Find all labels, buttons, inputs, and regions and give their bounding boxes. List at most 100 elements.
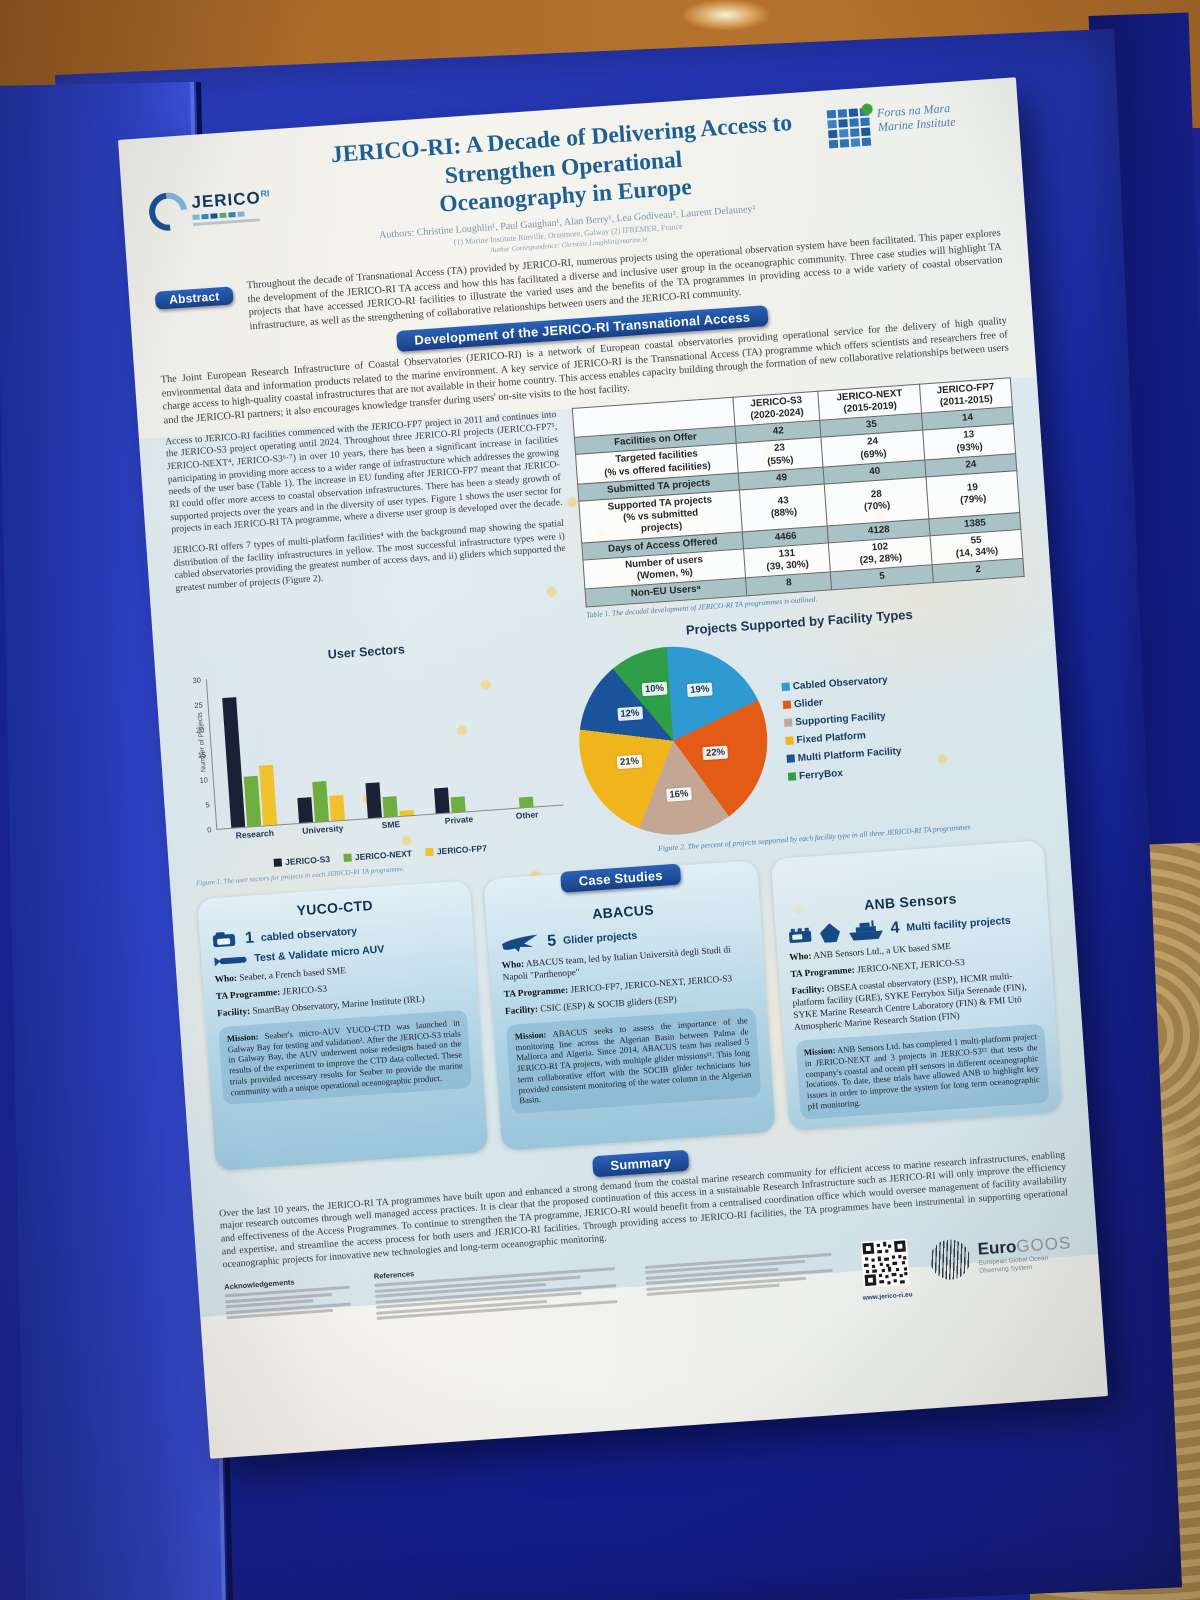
abacus-mission: Mission: ABACUS seeks to assess the impo… — [514, 1015, 752, 1106]
pie-labels: 19% 22% 16% 21% 12% 10% — [572, 640, 774, 841]
bar — [243, 775, 262, 827]
glider-icon — [500, 933, 541, 954]
bar-group: Research — [215, 674, 283, 840]
stat-label: Glider projects — [562, 929, 638, 947]
pie-legend: Cabled Observatory Glider Supporting Facil… — [781, 667, 904, 790]
anb-mission-box: Mission: ANB Sensors Ltd. has completed … — [795, 1023, 1050, 1120]
references-text-blur — [644, 1252, 842, 1297]
y-axis-tick: 0 — [206, 824, 212, 835]
abstract-heading: Abstract — [154, 286, 235, 310]
jerico-swoosh-icon — [141, 185, 195, 239]
stat-label: Multi facility projects — [906, 914, 1012, 934]
ta-programmes-table-block: JERICO-S3 (2020-2024) JERICO-NEXT (2015-2… — [571, 376, 1026, 619]
y-axis-tick: 30 — [192, 675, 202, 685]
y-axis-tick: 10 — [199, 774, 209, 785]
anb-mission: Mission: ANB Sensors Ltd. has completed … — [803, 1031, 1041, 1112]
bar — [297, 796, 314, 823]
bar — [535, 805, 550, 807]
micro-auv-icon — [213, 953, 248, 968]
legend-item: Supporting Facility — [784, 710, 899, 729]
cabled-observatory-icon — [212, 931, 239, 950]
anb-facility: Facility: OBSEA coastal observatory (ESP… — [791, 971, 1028, 1034]
eurogoos-name-bold: Euro — [977, 1236, 1017, 1259]
legend-item: JERICO-S3 — [273, 854, 330, 868]
qr-caption: www.jerico-ri.eu — [862, 1291, 913, 1302]
user-sectors-bar-chart: User Sectors Number of Projects 0 5 10 15 20… — [180, 632, 567, 887]
yuco-stat-observatory: 1 cabled observatory — [211, 915, 461, 950]
y-axis-tick: 15 — [197, 750, 207, 760]
y-axis-tick: 20 — [195, 725, 205, 735]
yuco-mission: Mission: Seaber's micro-AUV YUCO-CTD was… — [226, 1017, 464, 1097]
bar — [398, 809, 414, 816]
bar — [518, 796, 534, 808]
abacus-mission-box: Mission: ABACUS seeks to assess the impo… — [506, 1007, 761, 1114]
acknowledgements-block: Acknowledgements — [224, 1273, 356, 1321]
bar — [467, 809, 482, 811]
legend-item: Cabled Observatory — [781, 674, 896, 693]
table-cell: 43 (88%) — [739, 484, 828, 532]
jerico-logo-name: JERICO — [190, 188, 262, 212]
qr-code — [860, 1238, 910, 1288]
pie — [572, 640, 774, 841]
marine-institute-grid-icon — [826, 103, 874, 149]
yuco-stat-auv: Test & Validate micro AUV — [213, 938, 463, 968]
legend-item: Multi Platform Facility — [786, 746, 902, 765]
table-cell: 19 (79%) — [926, 470, 1020, 519]
bar-category-label: University — [301, 822, 344, 836]
bar — [258, 764, 278, 826]
legend-item: JERICO-FP7 — [425, 843, 487, 857]
table-body: Facilities on Offer 42 35 14 Targeted facili… — [574, 406, 1025, 607]
stat-label: Test & Validate micro AUV — [254, 943, 385, 965]
abacus-stat-gliders: 5 Glider projects — [500, 919, 750, 954]
case-study-anb-sensors: ANB Sensors 4 — [770, 839, 1063, 1131]
bar-group: Other — [487, 655, 555, 821]
buoy-icon — [818, 922, 841, 943]
pie-value-label: 12% — [616, 705, 643, 721]
eurogoos-logo: EuroGOOS European Global Ocean Observing… — [929, 1231, 1073, 1282]
acknowledgements-text-blur — [224, 1285, 356, 1320]
stat-label: cabled observatory — [260, 924, 358, 944]
marine-institute-green-dot — [861, 103, 874, 116]
development-left-column: Access to JERICO-RI facilities commenced… — [165, 409, 571, 648]
bar — [312, 780, 330, 822]
pie-value-label: 10% — [641, 681, 668, 697]
bar — [503, 807, 518, 809]
pie-value-label: 16% — [665, 787, 692, 802]
stat-count: 5 — [546, 932, 557, 950]
bar — [433, 787, 450, 814]
legend-item: Glider — [782, 692, 898, 711]
bar — [450, 796, 466, 813]
bar-category-label: Private — [444, 813, 474, 826]
stat-count: 1 — [244, 929, 255, 947]
bar-category-label: Research — [235, 827, 275, 841]
table-cell: 28 (70%) — [824, 476, 930, 526]
stat-count: 4 — [889, 919, 900, 937]
ceiling-light-glint — [683, 0, 769, 30]
jerico-ri-logo: JERICORI — [141, 184, 300, 239]
marine-institute-logo: Foras na Mara Marine Institute — [826, 99, 994, 149]
pie-value-label: 21% — [616, 754, 643, 770]
legend-item: JERICO-NEXT — [343, 848, 412, 863]
marine-institute-name-english: Marine Institute — [877, 114, 956, 134]
facility-types-pie-chart: Projects Supported by Facility Types 19%… — [571, 598, 1042, 857]
case-study-abacus: ABACUS 5 Glider projects Who: ABACUS tea… — [483, 859, 776, 1151]
bar-group: Private — [419, 660, 487, 825]
yuco-mission-box: Mission: Seaber's micro-AUV YUCO-CTD was… — [218, 1009, 473, 1106]
y-axis-tick: 5 — [205, 799, 210, 810]
eurogoos-name-light: GOOS — [1015, 1232, 1072, 1256]
bar-group: University — [283, 669, 351, 835]
bar — [329, 794, 346, 821]
ship-icon — [847, 919, 884, 941]
pie-value-label: 19% — [686, 682, 713, 697]
jerico-logo-suffix: RI — [260, 188, 270, 199]
bar — [364, 782, 382, 818]
bar-category-label: SME — [381, 818, 401, 830]
case-studies-section: Case Studies YUCO-CTD 1 cabled observato… — [197, 839, 1063, 1171]
bar — [222, 696, 246, 828]
bar-group: SME — [351, 665, 419, 830]
pie-value-label: 22% — [702, 745, 729, 760]
legend-item: FerryBox — [787, 764, 903, 783]
qr-block: www.jerico-ri.eu — [859, 1238, 913, 1302]
ferrybox-icon — [787, 926, 812, 944]
